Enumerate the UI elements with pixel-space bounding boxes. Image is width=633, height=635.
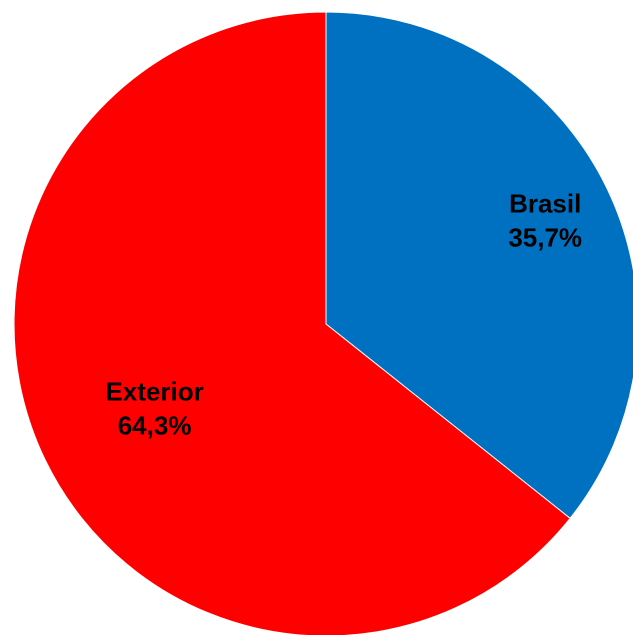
- pie-slice-exterior: [13, 11, 571, 635]
- pie-slice-brasil: [325, 11, 633, 520]
- slice-value-brasil: 35,7%: [508, 222, 582, 252]
- slice-label-exterior: Exterior: [105, 377, 203, 407]
- pie-slices: [13, 11, 633, 635]
- slice-label-brasil: Brasil: [509, 188, 581, 218]
- slice-value-exterior: 64,3%: [118, 411, 192, 441]
- pie-labels: Brasil 35,7% Exterior 64,3%: [105, 188, 582, 440]
